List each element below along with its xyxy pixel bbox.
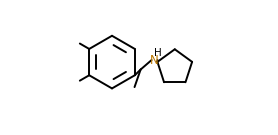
Text: H: H — [154, 48, 161, 58]
Text: N: N — [150, 54, 159, 67]
